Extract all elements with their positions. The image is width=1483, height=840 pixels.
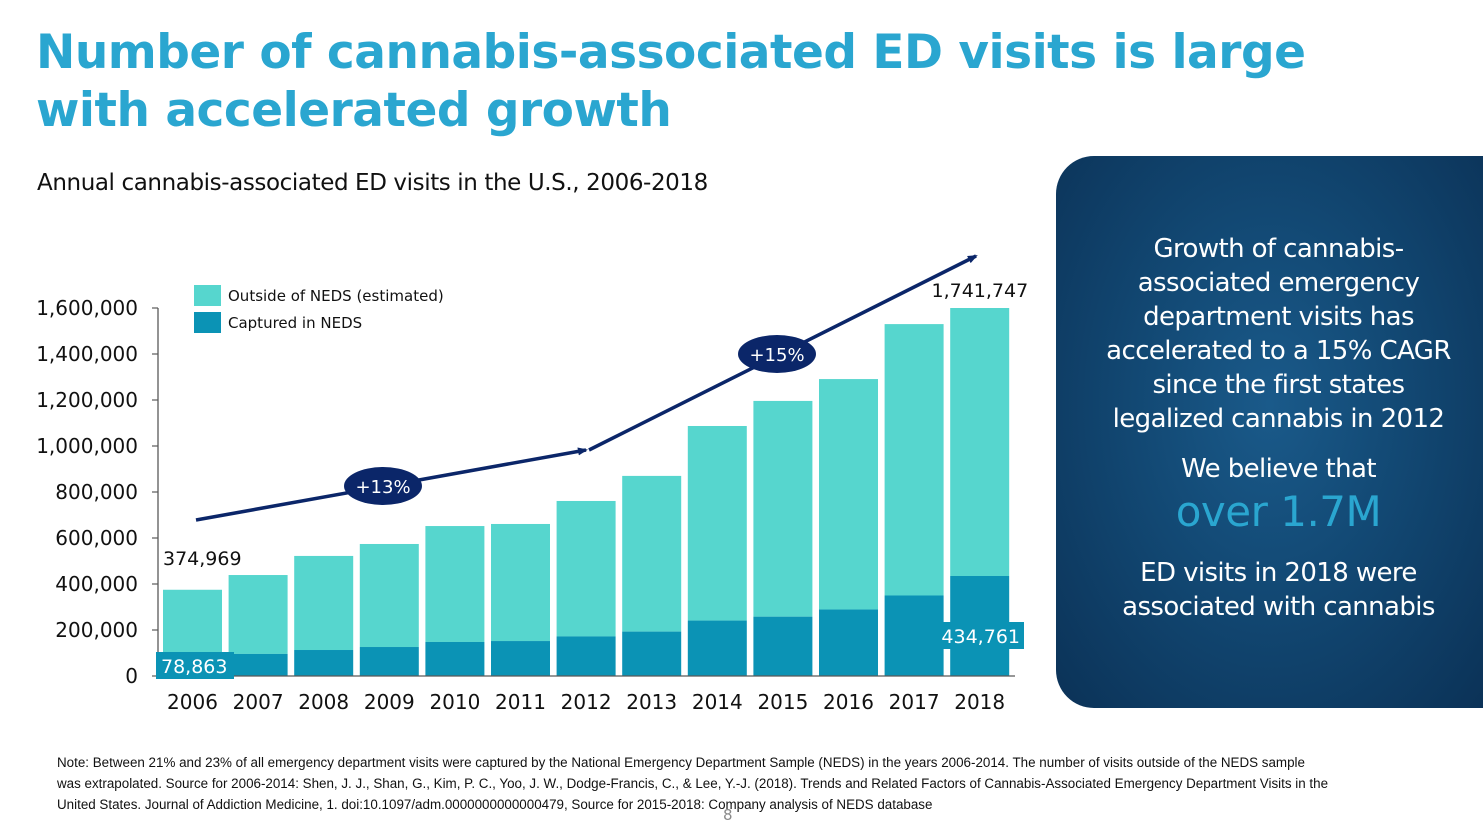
panel-visits-line: associated with cannabis (1122, 592, 1435, 622)
panel-visits-text: ED visits in 2018 were associated with ca… (1074, 556, 1483, 624)
x-tick-label: 2017 (889, 690, 940, 714)
panel-growth-line: since the first states (1152, 370, 1405, 400)
y-tick-label: 600,000 (55, 526, 138, 550)
page-number: 8 (723, 806, 733, 824)
bar-outside-neds-2016 (819, 379, 878, 610)
bar-captured-neds-2015 (753, 616, 813, 676)
x-tick-label: 2012 (561, 690, 612, 714)
y-ticks-group: 0 200,000 400,000 600,000 800,000 1,000,000 1,… (36, 296, 158, 688)
bar-outside-neds-2018 (950, 308, 1010, 577)
panel-highlight-figure: over 1.7M (1175, 487, 1382, 536)
bar-captured-neds-2007 (228, 653, 288, 676)
y-tick-label: 400,000 (55, 572, 138, 596)
panel-growth-line: department visits has (1143, 302, 1414, 332)
x-ticks-group: 2006 2007 2008 2009 2010 2011 2012 2013 2014 2015… (167, 690, 1005, 714)
bar-outside-neds-2006 (163, 589, 222, 658)
panel-growth-text: Growth of cannabis-associated emergency d… (1074, 232, 1483, 436)
cagr-badge-label: +15% (749, 345, 804, 366)
bar-outside-neds-2009 (359, 543, 419, 648)
trend-arrows: +13% +15% (195, 254, 978, 522)
footnote-line: was extrapolated. Source for 2006-2014: … (57, 776, 1329, 791)
bar-captured-neds-2012 (556, 636, 616, 676)
bar-captured-neds-2008 (294, 650, 354, 676)
cagr-badge-label: +13% (355, 477, 410, 498)
bar-outside-neds-2010 (425, 526, 485, 642)
y-tick-label: 200,000 (55, 618, 138, 642)
bar-outside-neds-2015 (753, 400, 813, 617)
data-label-total-2018: 1,741,747 (931, 280, 1028, 302)
bar-captured-neds-2009 (359, 647, 419, 676)
footnote-line: Note: Between 21% and 23% of all emergen… (57, 755, 1305, 770)
bar-captured-neds-2016 (819, 609, 878, 676)
x-tick-label: 2007 (233, 690, 284, 714)
x-tick-label: 2018 (954, 690, 1005, 714)
legend-swatch-outside-neds (194, 285, 221, 306)
bars-group (163, 308, 1010, 676)
bar-outside-neds-2013 (622, 475, 682, 632)
footnote-line: United States. Journal of Addiction Medi… (57, 797, 933, 812)
bar-captured-neds-2011 (491, 641, 550, 676)
data-label-captured-2018: 434,761 (941, 626, 1020, 648)
panel-visits-line: ED visits in 2018 were (1140, 558, 1417, 588)
data-labels-group: 374,969 78,863 1,741,747 434,761 (156, 280, 1028, 679)
bar-captured-neds-2010 (425, 641, 485, 676)
x-tick-label: 2013 (626, 690, 677, 714)
panel-growth-line: Growth of cannabis- (1153, 234, 1404, 264)
x-tick-label: 2014 (692, 690, 743, 714)
cagr-badge (738, 335, 816, 373)
panel-growth-line: legalized cannabis in 2012 (1112, 404, 1445, 434)
legend-swatch-captured-neds (194, 312, 221, 333)
insight-panel: Growth of cannabis-associated emergency d… (1056, 156, 1483, 708)
cagr-badge (344, 467, 422, 505)
y-tick-label: 1,600,000 (36, 296, 138, 320)
panel-believe-text: We believe that (1181, 454, 1376, 484)
panel-growth-line: accelerated to a 15% CAGR (1106, 336, 1451, 366)
stacked-bar-chart: 0 200,000 400,000 600,000 800,000 1,000,000 1,… (36, 254, 1028, 714)
x-tick-label: 2010 (429, 690, 480, 714)
bar-outside-neds-2014 (687, 425, 747, 621)
x-tick-label: 2006 (167, 690, 218, 714)
data-label-box-captured-2018 (933, 622, 1024, 649)
y-tick-label: 1,200,000 (36, 388, 138, 412)
legend-label-outside-neds: Outside of NEDS (estimated) (228, 287, 444, 305)
x-tick-label: 2015 (757, 690, 808, 714)
bar-outside-neds-2011 (491, 523, 550, 642)
y-tick-label: 0 (125, 664, 138, 688)
bar-captured-neds-2013 (622, 631, 682, 676)
y-tick-label: 800,000 (55, 480, 138, 504)
data-label-total-2006: 374,969 (163, 548, 242, 570)
chart-subtitle: Annual cannabis-associated ED visits in … (37, 170, 708, 196)
panel-growth-line: associated emergency (1137, 268, 1420, 298)
data-label-box-captured-2006 (156, 652, 234, 679)
x-tick-label: 2011 (495, 690, 546, 714)
slide-title: Number of cannabis-associated ED visits … (36, 25, 1306, 138)
bar-captured-neds-2014 (687, 620, 747, 676)
bar-outside-neds-2007 (228, 575, 288, 654)
footnote: Note: Between 21% and 23% of all emergen… (57, 752, 1437, 815)
bar-outside-neds-2008 (294, 555, 354, 651)
x-tick-label: 2016 (823, 690, 874, 714)
x-tick-label: 2008 (298, 690, 349, 714)
y-tick-label: 1,400,000 (36, 342, 138, 366)
legend: Outside of NEDS (estimated) Captured in … (194, 285, 444, 333)
y-tick-label: 1,000,000 (36, 434, 138, 458)
bar-outside-neds-2012 (556, 500, 616, 637)
legend-label-captured-neds: Captured in NEDS (228, 314, 362, 332)
data-label-captured-2006: 78,863 (161, 656, 227, 678)
bar-outside-neds-2017 (884, 324, 944, 596)
x-tick-label: 2009 (364, 690, 415, 714)
